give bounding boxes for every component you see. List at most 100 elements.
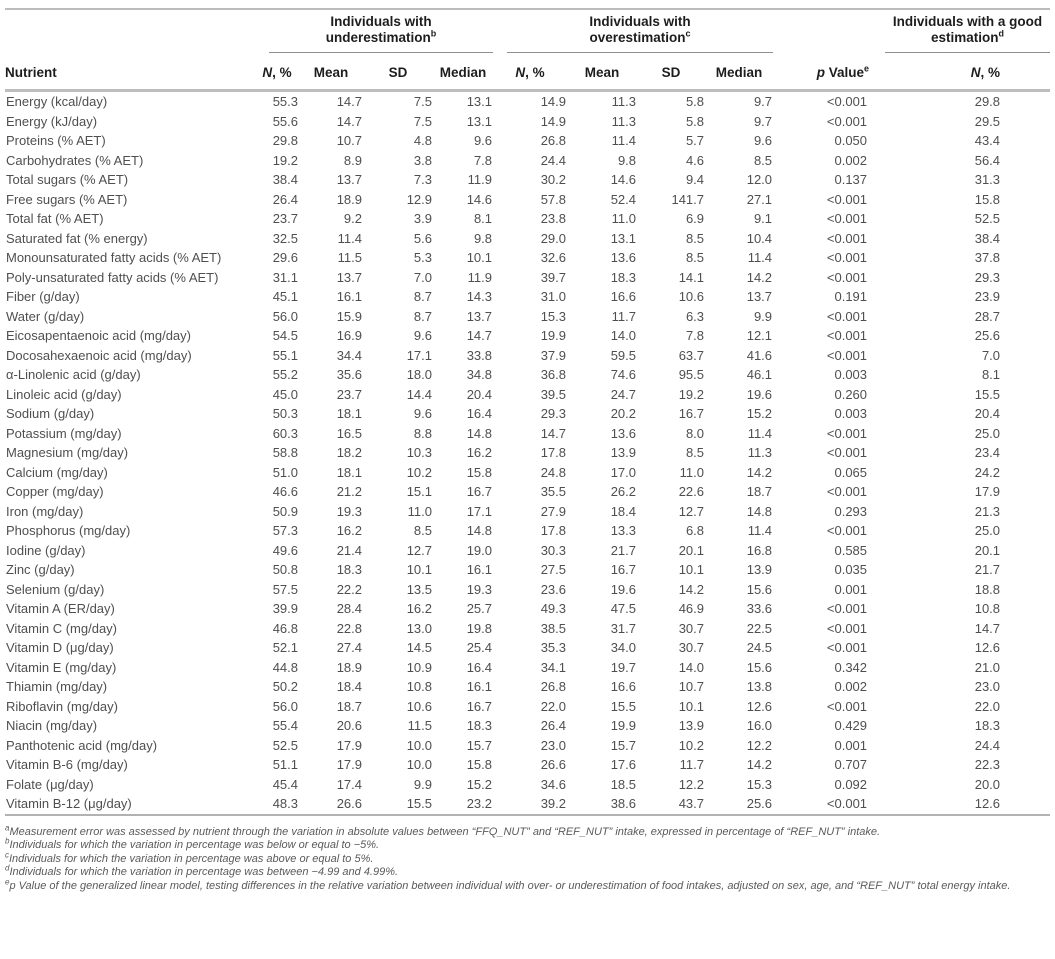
p-value: <0.001: [826, 425, 868, 441]
under-sd-value: 11.0: [407, 503, 432, 519]
under-median-value: 13.1: [466, 113, 493, 129]
under-sd-value: 10.0: [406, 757, 432, 772]
under-sd-value: 3.8: [413, 152, 432, 168]
table-row: Vitamin A (ER/day) 39.9 28.4 16.2 25.7 4…: [5, 599, 1050, 619]
under-n-pct-value: 55.3: [272, 94, 298, 109]
nutrient-name: Phosphorus (mg/day): [6, 523, 131, 538]
over-n-pct-value: 30.3: [540, 542, 567, 558]
table-row: Vitamin B-12 (μg/day) 48.3 26.6 15.5 23.…: [5, 794, 1050, 815]
over-n-pct-value: 19.9: [540, 328, 567, 343]
under-n-pct-value: 55.6: [272, 113, 298, 129]
nutrient-name: Sodium (g/day): [6, 406, 95, 421]
under-mean-value: 17.9: [336, 757, 362, 772]
under-median-value: 16.1: [466, 679, 493, 694]
good-n-pct-value: 52.5: [974, 211, 1001, 226]
over-mean-value: 52.4: [610, 191, 637, 207]
over-median-value: 19.6: [746, 386, 773, 402]
over-mean-value: 11.3: [611, 113, 637, 129]
under-n-pct-value: 45.1: [272, 289, 298, 304]
good-n-pct-value: 38.4: [974, 230, 1001, 246]
under-sd-value: 7.0: [413, 269, 432, 285]
nutrient-name: Saturated fat (% energy): [6, 230, 148, 246]
group-good-estimation-title: Individuals with a good estimationd: [885, 14, 1051, 53]
nutrient-measurement-error-table: Individuals with underestimationb Individ…: [5, 8, 1051, 816]
p-value: <0.001: [826, 796, 868, 811]
good-n-pct-value: 56.4: [974, 152, 1001, 168]
good-n-pct-value: 25.0: [974, 523, 1001, 538]
under-sd-value: 10.3: [406, 445, 432, 460]
good-n-pct-value: 12.6: [974, 640, 1001, 655]
over-sd-value: 30.7: [678, 640, 705, 655]
under-sd-value: 10.2: [406, 464, 432, 480]
under-sd-value: 9.9: [413, 776, 432, 792]
under-mean-value: 16.2: [336, 523, 362, 538]
p-value: 0.585: [834, 542, 868, 558]
under-median-value: 9.8: [473, 230, 493, 246]
over-n-pct-value: 26.8: [540, 679, 567, 694]
over-n-pct-value: 31.0: [540, 289, 567, 304]
good-n-pct-value: 15.8: [974, 191, 1001, 207]
over-mean-value: 18.5: [610, 776, 637, 792]
good-n-pct-value: 18.3: [974, 718, 1001, 733]
under-median-value: 33.8: [466, 347, 493, 363]
under-median-value: 14.8: [466, 523, 493, 538]
good-n-pct-value: 29.3: [974, 269, 1001, 285]
under-n-pct-value: 44.8: [272, 659, 298, 675]
under-mean-value: 11.4: [337, 230, 362, 246]
table-header: Individuals with underestimationb Individ…: [5, 9, 1051, 92]
over-sd-value: 30.7: [678, 620, 705, 636]
over-sd-value: 6.8: [685, 523, 705, 538]
p-value: 0.050: [834, 133, 868, 148]
under-median-value: 15.8: [466, 757, 493, 772]
table-row: Energy (kcal/day) 55.3 14.7 7.5 13.1 14.…: [5, 91, 1050, 112]
over-n-pct-value: 26.4: [540, 718, 567, 733]
over-mean-value: 38.6: [610, 796, 637, 811]
nutrient-name: Eicosapentaenoic acid (mg/day): [6, 328, 191, 343]
under-mean-value: 34.4: [336, 347, 362, 363]
over-median-value: 12.1: [746, 328, 773, 343]
under-n-pct-value: 51.1: [272, 757, 298, 772]
p-value: 0.003: [834, 367, 868, 382]
over-n-pct-value: 27.5: [540, 562, 567, 577]
col-header-p-value: p Valuee: [773, 53, 872, 92]
under-sd-value: 3.9: [413, 211, 432, 226]
over-sd-value: 14.1: [678, 269, 705, 285]
over-mean-value: 17.6: [610, 757, 637, 772]
under-n-pct-value: 55.2: [272, 367, 298, 382]
p-value: <0.001: [826, 601, 868, 616]
good-n-pct-value: 31.3: [974, 172, 1001, 187]
nutrient-name: Linoleic acid (g/day): [6, 386, 122, 402]
good-n-pct-value: 10.8: [974, 601, 1001, 616]
table-row: Phosphorus (mg/day) 57.3 16.2 8.5 14.8 1…: [5, 521, 1050, 541]
under-n-pct-value: 29.6: [272, 250, 298, 265]
over-median-value: 22.5: [746, 620, 773, 636]
under-median-value: 13.7: [466, 308, 493, 324]
over-n-pct-value: 49.3: [540, 601, 567, 616]
good-n-pct-value: 29.5: [974, 113, 1001, 129]
nutrient-name: Carbohydrates (% AET): [6, 152, 144, 168]
good-n-pct-value: 21.3: [974, 503, 1001, 519]
over-n-pct-value: 39.5: [540, 386, 567, 402]
over-sd-value: 14.2: [678, 581, 705, 597]
under-median-value: 16.7: [466, 484, 493, 499]
over-n-pct-value: 36.8: [540, 367, 567, 382]
over-median-value: 25.6: [746, 796, 773, 811]
p-value: <0.001: [826, 484, 868, 499]
p-value: 0.065: [834, 464, 868, 480]
under-sd-value: 7.3: [413, 172, 432, 187]
over-mean-value: 13.6: [610, 250, 637, 265]
under-sd-value: 10.1: [406, 562, 432, 577]
footnote-marker-b: b: [430, 28, 437, 39]
over-median-value: 33.6: [746, 601, 773, 616]
footnote-text: p Value of the generalized linear model,…: [9, 879, 1011, 892]
under-median-value: 11.9: [467, 172, 493, 187]
over-sd-value: 8.5: [685, 445, 705, 460]
good-n-pct-value: 8.1: [981, 367, 1001, 382]
over-mean-value: 31.7: [610, 620, 637, 636]
over-median-value: 14.2: [746, 757, 773, 772]
nutrient-name: α-Linolenic acid (g/day): [6, 367, 141, 382]
nutrient-name: Selenium (g/day): [6, 581, 105, 597]
under-mean-value: 17.9: [336, 737, 362, 753]
over-sd-value: 8.0: [685, 425, 705, 441]
col-header-over-median: Median: [705, 53, 774, 92]
